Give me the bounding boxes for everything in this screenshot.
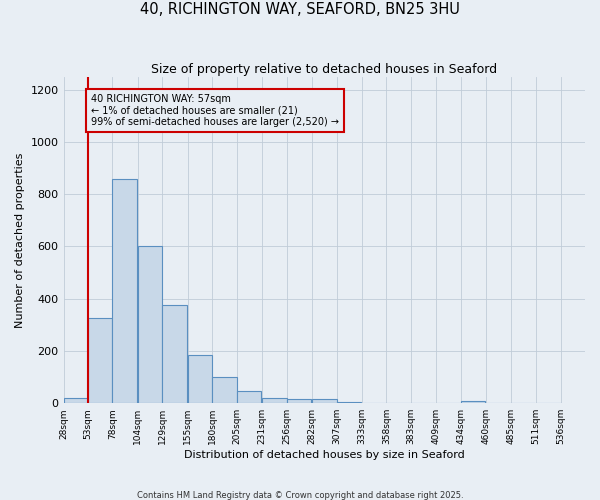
Bar [212, 377, 237, 403]
X-axis label: Distribution of detached houses by size in Seaford: Distribution of detached houses by size … [184, 450, 464, 460]
Bar [262, 398, 287, 403]
Bar [163, 305, 187, 403]
Bar [337, 402, 361, 403]
Text: Contains HM Land Registry data © Crown copyright and database right 2025.: Contains HM Land Registry data © Crown c… [137, 490, 463, 500]
Bar [112, 178, 137, 403]
Text: 40 RICHINGTON WAY: 57sqm
← 1% of detached houses are smaller (21)
99% of semi-de: 40 RICHINGTON WAY: 57sqm ← 1% of detache… [91, 94, 339, 127]
Bar [88, 318, 112, 403]
Bar [461, 400, 485, 403]
Bar [312, 400, 337, 403]
Y-axis label: Number of detached properties: Number of detached properties [15, 152, 25, 328]
Bar [138, 246, 163, 403]
Bar [64, 398, 88, 403]
Title: Size of property relative to detached houses in Seaford: Size of property relative to detached ho… [151, 62, 497, 76]
Bar [237, 392, 261, 403]
Bar [287, 400, 311, 403]
Bar [188, 355, 212, 403]
Text: 40, RICHINGTON WAY, SEAFORD, BN25 3HU: 40, RICHINGTON WAY, SEAFORD, BN25 3HU [140, 2, 460, 18]
